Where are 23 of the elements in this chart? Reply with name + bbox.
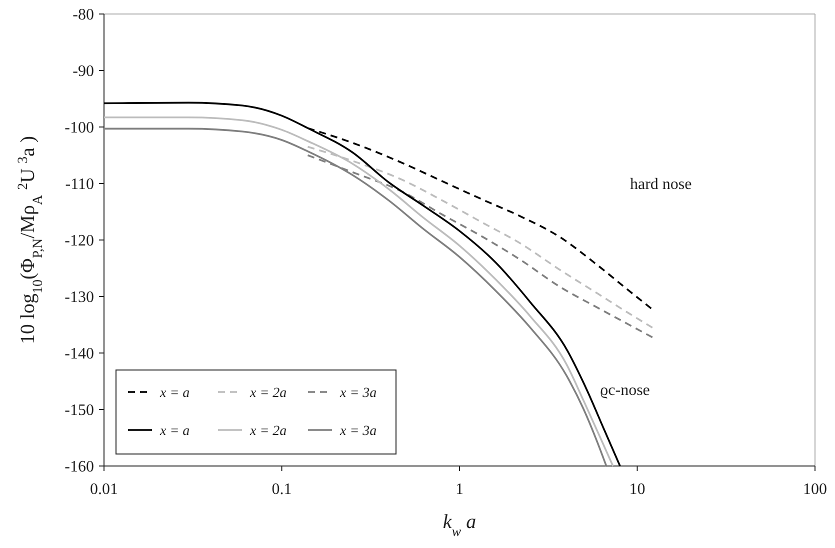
legend-label: x = a <box>159 386 190 401</box>
y-tick-label: -150 <box>64 402 94 420</box>
y-tick-label: -90 <box>72 63 94 80</box>
y-tick-label: -120 <box>64 232 94 250</box>
annotation: ϱc-nose <box>600 382 650 399</box>
x-tick-label: 0.01 <box>90 481 118 498</box>
x-tick-label: 100 <box>803 481 827 498</box>
legend-label: x = a <box>159 424 190 439</box>
x-tick-label: 1 <box>456 481 464 498</box>
y-tick-label: -140 <box>64 346 94 363</box>
x-tick-label: 10 <box>629 481 646 498</box>
y-tick-label: -80 <box>72 6 94 24</box>
y-tick-label: -160 <box>64 458 94 476</box>
legend-label: x = 3a <box>339 424 377 439</box>
annotation: hard nose <box>630 176 692 193</box>
legend-label: x = 2a <box>249 386 287 401</box>
legend-label: x = 2a <box>249 424 287 439</box>
x-axis-title: k$_{w}$ a <box>442 511 476 540</box>
legend-label: x = 3a <box>339 386 377 401</box>
x-tick-label: 0.1 <box>272 481 292 498</box>
y-tick-label: -100 <box>64 120 94 137</box>
y-tick-label: -110 <box>65 176 94 194</box>
y-tick-label: -130 <box>64 289 94 306</box>
